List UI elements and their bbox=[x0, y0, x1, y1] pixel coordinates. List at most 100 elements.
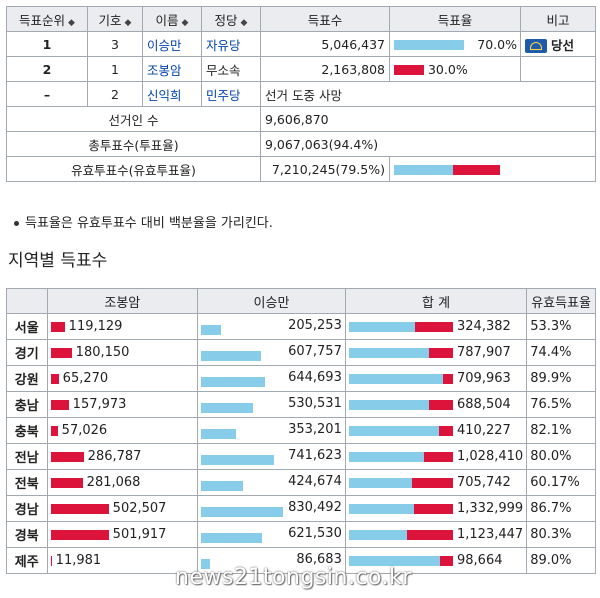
total-column-header: 합 계 bbox=[344, 288, 528, 314]
lee-bar bbox=[201, 507, 284, 517]
total-cell: 1,028,410 bbox=[344, 443, 528, 470]
candidate-name-link[interactable]: 조봉암 bbox=[142, 56, 202, 82]
total-stack-bar bbox=[348, 321, 453, 332]
note-cell bbox=[520, 56, 596, 82]
cho-cell: 281,068 bbox=[46, 469, 199, 496]
total-cho-segment bbox=[439, 555, 453, 566]
cho-column-header: 조봉암 bbox=[46, 288, 199, 314]
total-cell: 705,742 bbox=[344, 469, 528, 496]
total-cho-segment bbox=[423, 451, 453, 462]
summary-row: 총투표수(투표율) 9,067,063(94.4%) bbox=[6, 131, 596, 157]
lee-cell: 205,253 bbox=[197, 313, 346, 340]
name-column-header[interactable]: 이름 ◆ bbox=[142, 6, 202, 32]
total-cell: 709,963 bbox=[344, 365, 528, 392]
sort-icon[interactable]: ◆ bbox=[240, 17, 248, 28]
total-cell: 324,382 bbox=[344, 313, 528, 340]
lee-votes: 424,674 bbox=[288, 474, 342, 489]
lee-cell: 530,531 bbox=[197, 391, 346, 418]
pct-column-header: 득표율 bbox=[389, 6, 521, 32]
total-votes: 98,664 bbox=[457, 553, 503, 568]
note-column-header: 비고 bbox=[520, 6, 596, 32]
sort-icon[interactable]: ◆ bbox=[181, 17, 189, 28]
total-cho-segment bbox=[438, 425, 453, 436]
candidate-row: 2 1 조봉암 무소속 2,163,808 30.0% bbox=[6, 56, 596, 82]
total-lee-segment bbox=[348, 347, 429, 358]
rank-cell: 2 bbox=[6, 56, 88, 82]
cho-cell: 119,129 bbox=[46, 313, 199, 340]
rank-cell: – bbox=[6, 81, 88, 107]
rate-cell: 76.5% bbox=[526, 391, 596, 418]
region-label: 전남 bbox=[6, 443, 48, 470]
pct-label: 30.0% bbox=[427, 61, 468, 77]
cho-bar bbox=[50, 503, 109, 514]
total-stack-bar bbox=[348, 477, 453, 488]
total-stack-bar bbox=[348, 529, 453, 540]
region-label: 제주 bbox=[6, 547, 48, 574]
cho-cell: 157,973 bbox=[46, 391, 199, 418]
party-column-header[interactable]: 정당 ◆ bbox=[201, 6, 261, 32]
candidate-name-link[interactable]: 이승만 bbox=[142, 31, 202, 57]
total-stack-bar bbox=[348, 373, 453, 384]
rate-column-header: 유효득표율 bbox=[526, 288, 596, 314]
sort-icon[interactable]: ◆ bbox=[124, 17, 132, 28]
total-lee-segment bbox=[348, 555, 440, 566]
rank-cell: 1 bbox=[6, 31, 88, 57]
candidate-row: – 2 신익희 민주당 선거 도중 사망 bbox=[6, 81, 596, 107]
table-header-row: 조봉암 이승만 합 계 유효득표율 bbox=[6, 288, 596, 314]
total-stack-bar bbox=[348, 425, 453, 436]
rate-cell: 89.9% bbox=[526, 365, 596, 392]
cho-cell: 11,981 bbox=[46, 547, 199, 574]
total-cell: 1,332,999 bbox=[344, 495, 528, 522]
party-cell: 무소속 bbox=[201, 56, 261, 82]
table-row: 충북 57,026 353,201 410,227 82.1% bbox=[6, 417, 596, 444]
total-lee-segment bbox=[348, 451, 424, 462]
total-cho-segment bbox=[442, 373, 453, 384]
lee-votes: 621,530 bbox=[288, 526, 342, 541]
summary-label: 선거인 수 bbox=[6, 106, 261, 132]
total-cho-segment bbox=[406, 529, 453, 540]
sort-icon[interactable]: ◆ bbox=[68, 17, 75, 28]
party-link[interactable]: 자유당 bbox=[201, 31, 261, 57]
party-link[interactable]: 민주당 bbox=[201, 81, 261, 107]
candidate-name-link[interactable]: 신익희 bbox=[142, 81, 202, 107]
lee-cell: 353,201 bbox=[197, 417, 346, 444]
rank-column-header[interactable]: 득표순위 ◆ bbox=[6, 6, 88, 32]
cho-cell: 286,787 bbox=[46, 443, 199, 470]
cho-votes: 501,917 bbox=[112, 527, 167, 542]
withdrawn-status-cell: 선거 도중 사망 bbox=[260, 81, 596, 107]
pct-cell: 70.0% bbox=[389, 31, 521, 57]
table-row: 서울 119,129 205,253 324,382 53.3% bbox=[6, 313, 596, 340]
total-votes: 688,504 bbox=[457, 397, 511, 412]
number-column-header[interactable]: 기호 ◆ bbox=[87, 6, 143, 32]
cho-votes: 281,068 bbox=[86, 475, 141, 490]
number-cell: 3 bbox=[87, 31, 143, 57]
region-label: 전북 bbox=[6, 469, 48, 496]
table-row: 경기 180,150 607,757 787,907 74.4% bbox=[6, 339, 596, 366]
region-label: 경기 bbox=[6, 339, 48, 366]
total-cho-segment bbox=[411, 477, 453, 488]
table-row: 전남 286,787 741,623 1,028,410 80.0% bbox=[6, 443, 596, 470]
total-lee-segment bbox=[348, 477, 412, 488]
region-label: 서울 bbox=[6, 313, 48, 340]
lee-cell: 741,623 bbox=[197, 443, 346, 470]
rate-cell: 80.0% bbox=[526, 443, 596, 470]
note-cell: 당선 bbox=[520, 31, 596, 57]
cho-cell: 57,026 bbox=[46, 417, 199, 444]
lee-votes: 607,757 bbox=[288, 344, 342, 359]
region-label: 강원 bbox=[6, 365, 48, 392]
summary-label: 유효투표수(유효투표율) bbox=[6, 156, 261, 182]
total-lee-segment bbox=[348, 373, 443, 384]
lee-cell: 86,683 bbox=[197, 547, 346, 574]
regional-rows: 서울 119,129 205,253 324,382 53.3% 경기 180,150… bbox=[6, 313, 596, 574]
total-cho-segment bbox=[413, 503, 453, 514]
summary-value: 9,606,870 bbox=[260, 106, 596, 132]
cho-bar bbox=[50, 451, 84, 462]
cho-votes: 65,270 bbox=[62, 371, 109, 386]
cho-cell: 502,507 bbox=[46, 495, 199, 522]
cho-bar bbox=[50, 347, 72, 358]
region-label: 충남 bbox=[6, 391, 48, 418]
bullet-icon bbox=[14, 221, 19, 226]
total-stack-bar bbox=[348, 399, 453, 410]
pct-cell: 30.0% bbox=[389, 56, 521, 82]
total-votes: 709,963 bbox=[457, 371, 511, 386]
